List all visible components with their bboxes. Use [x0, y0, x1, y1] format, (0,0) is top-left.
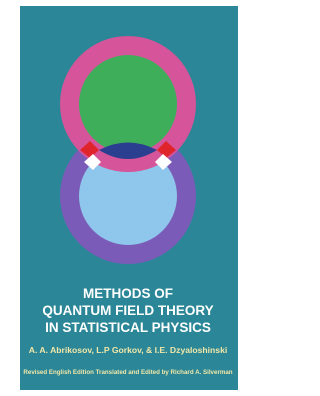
title-line: IN STATISTICAL PHYSICS — [45, 320, 211, 335]
authors: A. A. Abrikosov, L.P Gorkov, & I.E. Dzya… — [29, 345, 228, 355]
credit: Revised English Edition Translated and E… — [23, 369, 232, 376]
page: {"cover": {"title_lines": ["METHODS OF",… — [0, 0, 256, 396]
title-line: QUANTUM FIELD THEORY — [42, 303, 213, 318]
green-disc — [79, 55, 177, 153]
book-cover: METHODS OF QUANTUM FIELD THEORY IN STATI… — [0, 0, 256, 396]
title-line: METHODS OF — [83, 286, 173, 301]
